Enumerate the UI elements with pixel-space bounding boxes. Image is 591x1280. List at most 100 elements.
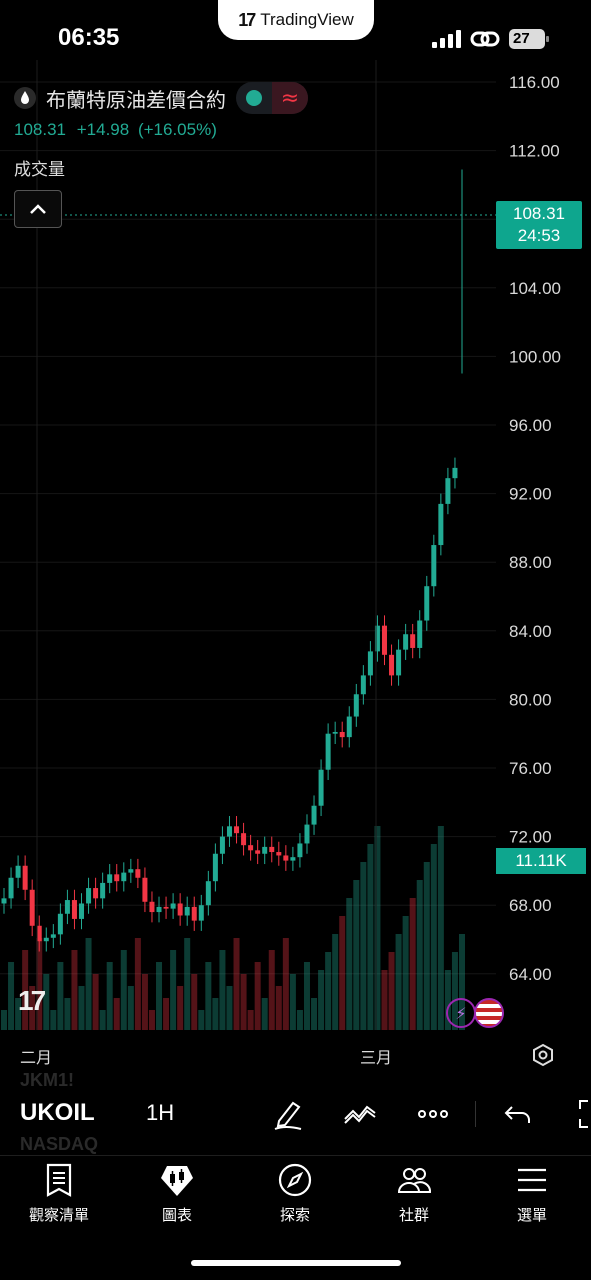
candle-body <box>431 545 437 587</box>
nav-label: 觀察清單 <box>28 1206 89 1224</box>
candle-body <box>360 675 366 695</box>
price-axis-label: 80.00 <box>509 690 552 709</box>
candle-body <box>339 731 345 738</box>
candle-body <box>389 654 395 676</box>
compass-icon <box>278 1163 312 1197</box>
last-price-tag: 108.31 24:53 <box>496 201 582 249</box>
price-change-row: 108.31 +14.98 (+16.05%) <box>14 120 217 140</box>
volume-bar <box>127 986 134 1030</box>
home-indicator <box>191 1260 401 1266</box>
time-axis-label-feb: 二月 <box>20 1048 53 1067</box>
bar-countdown: 24:53 <box>517 226 561 245</box>
volume-bar <box>134 938 141 1030</box>
candle-body <box>325 733 331 770</box>
volume-bar <box>416 880 423 1030</box>
price-change: +14.98 <box>76 120 130 139</box>
volume-bar <box>219 950 226 1030</box>
candle-body <box>142 877 148 902</box>
volume-bar <box>85 938 92 1030</box>
price-axis-label: 88.00 <box>509 553 552 572</box>
nav-label: 社群 <box>398 1206 429 1224</box>
volume-bar <box>43 974 50 1030</box>
nav-menu[interactable]: 選單 <box>482 1162 582 1225</box>
collapse-indicators-button[interactable] <box>14 190 62 228</box>
menu-icon <box>518 1168 546 1192</box>
candle-body <box>50 934 56 938</box>
volume-bar <box>92 974 99 1030</box>
volume-bar <box>226 986 233 1030</box>
current-price: 108.31 <box>14 120 66 139</box>
candle-body <box>255 850 261 854</box>
candle-body <box>156 906 162 913</box>
volume-bar <box>36 938 43 1030</box>
candle-body <box>332 731 338 734</box>
volume-bar <box>367 844 374 1030</box>
volume-bar <box>388 952 395 1030</box>
candle-body <box>367 651 373 676</box>
volume-bar <box>395 934 402 1030</box>
chart-icon <box>161 1166 193 1196</box>
nav-watchlist[interactable]: 觀察清單 <box>9 1162 109 1225</box>
time-axis-label-mar: 三月 <box>360 1048 393 1067</box>
volume-bar <box>198 1010 205 1030</box>
candle-body <box>269 846 275 853</box>
candle-body <box>57 913 63 935</box>
candle-body <box>346 716 352 738</box>
more-options-icon[interactable] <box>416 1097 450 1131</box>
candle-body <box>290 857 296 861</box>
candle-body <box>135 869 141 878</box>
volume-bar <box>22 950 29 1030</box>
price-axis-label: 100.00 <box>509 347 561 366</box>
toolbar-divider <box>475 1101 476 1127</box>
volume-indicator-label[interactable]: 成交量 <box>14 160 65 180</box>
indicators-icon[interactable] <box>343 1097 377 1131</box>
instrument-header[interactable]: 布蘭特原油差價合約 ≈ <box>14 82 308 114</box>
volume-bar <box>282 938 289 1030</box>
volume-bar <box>444 970 451 1030</box>
candle-body <box>452 467 458 479</box>
candle-body <box>304 824 310 844</box>
volume-bar <box>409 898 416 1030</box>
volume-bar <box>332 934 339 1030</box>
volume-bar <box>120 950 127 1030</box>
market-status-toggle[interactable]: ≈ <box>236 82 308 114</box>
interval-button[interactable]: 1H <box>146 1100 175 1125</box>
volume-tag: 11.11K <box>496 848 586 874</box>
candle-body <box>417 620 423 648</box>
candle-body <box>212 853 218 882</box>
volume-bar <box>141 974 148 1030</box>
candle-body <box>15 865 21 878</box>
community-icon <box>397 1168 432 1193</box>
drawing-pen-icon[interactable] <box>271 1097 305 1131</box>
oil-drop-icon <box>14 87 36 109</box>
volume-bar <box>381 970 388 1030</box>
symbol-button[interactable]: UKOIL <box>20 1099 95 1126</box>
tradingview-logo-icon: 17 <box>238 9 256 30</box>
volume-bar <box>240 974 247 1030</box>
candle-body <box>29 889 35 926</box>
volume-bar <box>29 986 36 1030</box>
candle-body <box>262 846 268 854</box>
undo-icon[interactable] <box>502 1097 536 1131</box>
lightning-icon[interactable]: ⚡ <box>446 998 476 1028</box>
tradingview-pill[interactable]: 17 TradingView <box>218 0 374 40</box>
candle-body <box>283 855 289 861</box>
volume-bar <box>303 962 310 1030</box>
volume-bar <box>374 826 381 1030</box>
price-axis-label: 64.00 <box>509 965 552 984</box>
nav-explore[interactable]: 探索 <box>245 1162 345 1225</box>
price-chart[interactable]: 116.00112.00108.00104.00100.0096.0092.00… <box>0 60 591 1040</box>
candle-body <box>311 805 317 825</box>
nav-community[interactable]: 社群 <box>364 1162 464 1225</box>
candle-body <box>43 937 49 942</box>
volume-bar <box>148 1010 155 1030</box>
volume-bar <box>296 1010 303 1030</box>
volume-bar <box>261 998 268 1030</box>
fullscreen-icon[interactable] <box>572 1097 591 1131</box>
volume-bar <box>205 962 212 1030</box>
nav-chart[interactable]: 圖表 <box>127 1162 227 1225</box>
next-symbol-ghost: NASDAQ <box>20 1134 99 1154</box>
settings-hexagon-icon[interactable] <box>531 1043 555 1067</box>
candle-body <box>396 649 402 676</box>
us-flag-icon[interactable] <box>474 998 504 1028</box>
